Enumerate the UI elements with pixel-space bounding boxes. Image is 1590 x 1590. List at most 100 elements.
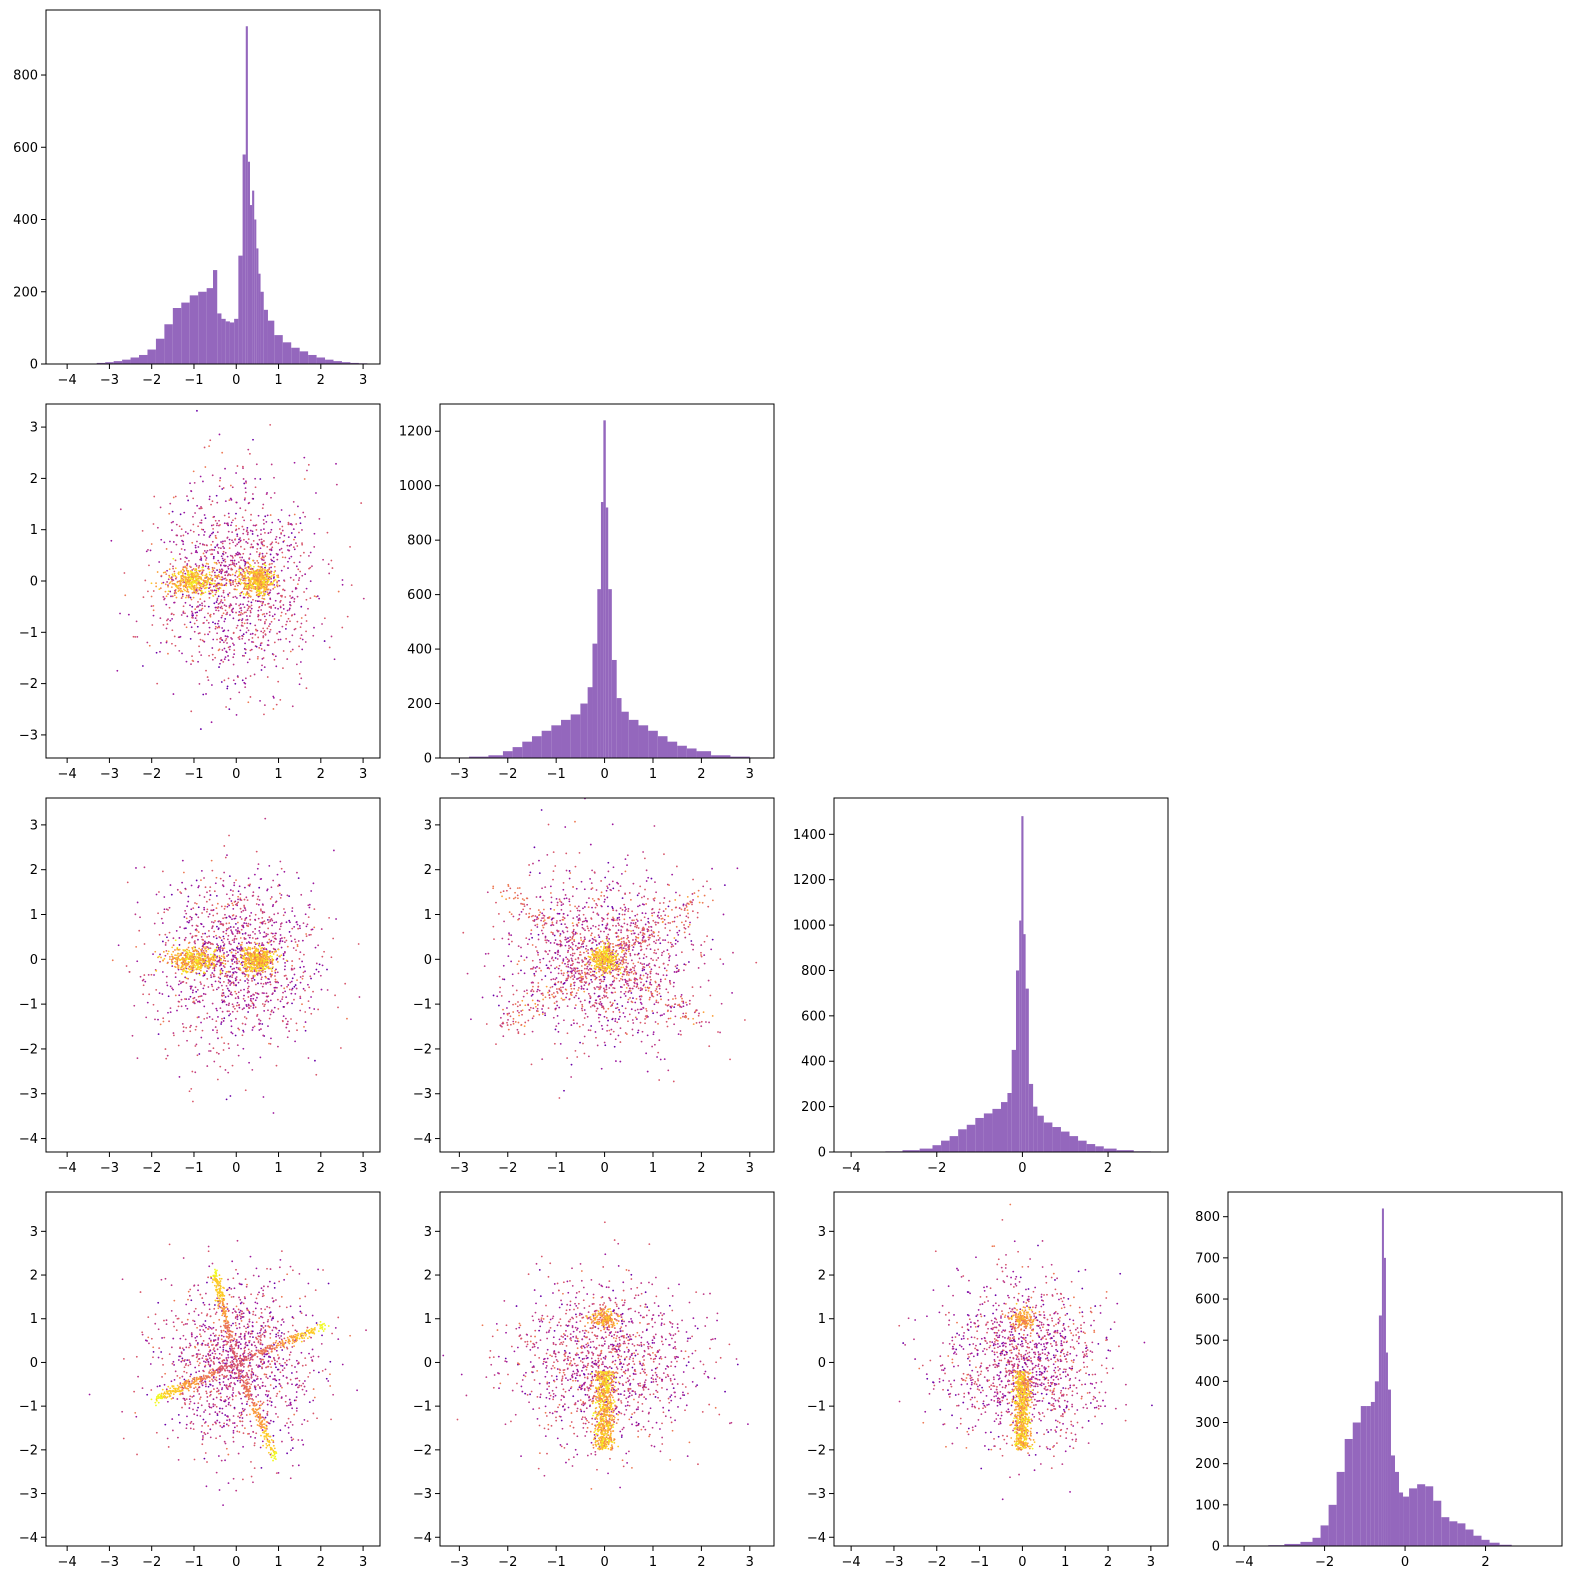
scatter-point — [182, 610, 185, 613]
scatter-point — [256, 962, 259, 965]
scatter-point — [304, 970, 306, 973]
scatter-point — [293, 915, 296, 917]
scatter-point — [185, 982, 188, 984]
scatter-point — [581, 926, 584, 929]
scatter-point — [240, 582, 243, 584]
histogram-bar — [198, 291, 207, 364]
scatter-point — [223, 1042, 226, 1045]
scatter-point — [281, 996, 284, 998]
scatter-point — [211, 589, 214, 592]
scatter-point — [285, 623, 288, 626]
scatter-point — [201, 574, 204, 577]
scatter-point — [249, 999, 252, 1002]
scatter-point — [263, 570, 266, 573]
scatter-point — [243, 958, 246, 961]
scatter-point — [282, 954, 285, 957]
scatter-point — [268, 578, 271, 581]
scatter-point — [221, 542, 224, 545]
scatter-point — [229, 993, 232, 995]
y-tick-label: 1200 — [399, 425, 432, 440]
scatter-point — [211, 568, 214, 571]
scatter-point — [231, 962, 234, 965]
scatter-point — [179, 571, 182, 574]
scatter-point — [299, 976, 302, 978]
histogram-bar — [600, 502, 604, 758]
scatter-point — [184, 565, 186, 568]
scatter-3-2-marks — [462, 798, 758, 1099]
scatter-point — [141, 529, 144, 532]
scatter-point — [247, 934, 250, 937]
scatter-point — [257, 982, 259, 985]
scatter-point — [181, 652, 183, 655]
scatter-point — [224, 656, 227, 659]
scatter-point — [315, 1073, 318, 1076]
scatter-point — [217, 573, 220, 576]
scatter-point — [736, 867, 739, 870]
scatter-point — [165, 548, 168, 550]
scatter-point — [235, 563, 238, 565]
scatter-point — [533, 972, 536, 975]
scatter-point — [598, 924, 600, 927]
scatter-point — [201, 938, 204, 941]
scatter-point — [197, 525, 200, 528]
scatter-point — [216, 550, 219, 553]
scatter-point — [264, 574, 267, 576]
scatter-point — [177, 572, 180, 575]
scatter-point — [232, 556, 234, 559]
scatter-point — [218, 433, 221, 436]
scatter-point — [195, 1025, 198, 1028]
scatter-point — [244, 980, 246, 982]
scatter-point — [162, 571, 165, 574]
scatter-point — [270, 975, 272, 978]
scatter-point — [264, 555, 267, 558]
scatter-point — [299, 981, 302, 984]
scatter-point — [293, 548, 296, 551]
scatter-point — [223, 845, 226, 847]
scatter-point — [222, 487, 225, 489]
scatter-point — [198, 507, 201, 510]
scatter-point — [222, 612, 225, 615]
scatter-point — [141, 665, 144, 667]
scatter-point — [272, 953, 275, 955]
scatter-point — [214, 980, 217, 983]
scatter-point — [246, 661, 249, 664]
scatter-point — [653, 1003, 656, 1006]
scatter-point — [177, 636, 180, 639]
scatter-point — [222, 879, 225, 882]
scatter-point — [266, 591, 269, 594]
scatter-point — [225, 582, 228, 585]
scatter-point — [265, 618, 268, 621]
scatter-point — [191, 959, 194, 961]
scatter-point — [268, 563, 271, 566]
scatter-point — [224, 540, 226, 542]
scatter-point — [269, 920, 272, 923]
scatter-point — [255, 524, 258, 526]
scatter-point — [237, 901, 239, 904]
scatter-point — [267, 958, 269, 961]
y-tick-label: 600 — [13, 141, 38, 156]
scatter-point — [552, 959, 555, 962]
scatter-point — [219, 971, 222, 974]
scatter-point — [189, 638, 192, 640]
scatter-point — [252, 576, 255, 579]
scatter-point — [219, 950, 222, 953]
scatter-point — [305, 933, 308, 935]
scatter-point — [308, 934, 311, 936]
scatter-point — [185, 626, 188, 629]
scatter-point — [201, 1029, 204, 1032]
scatter-point — [171, 642, 173, 645]
y-tick-label: 200 — [13, 285, 38, 300]
scatter-point — [210, 721, 213, 724]
scatter-point — [136, 1057, 139, 1060]
scatter-point — [711, 867, 713, 870]
scatter-point — [213, 966, 216, 969]
scatter-point — [300, 605, 303, 608]
scatter-point — [234, 574, 237, 577]
scatter-point — [231, 960, 233, 962]
scatter-point — [198, 569, 200, 572]
scatter-point — [190, 916, 193, 919]
scatter-point — [157, 956, 159, 959]
scatter-point — [243, 572, 246, 574]
scatter-point — [284, 941, 286, 944]
scatter-point — [215, 1020, 218, 1022]
